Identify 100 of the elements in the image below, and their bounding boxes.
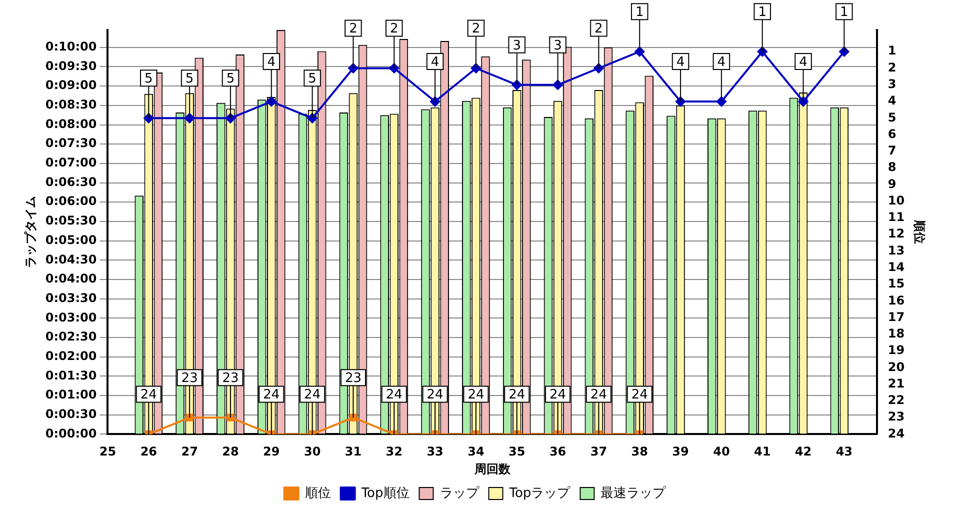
x-tick-label: 43 [836, 444, 853, 459]
y-tick-label: 0:05:00 [45, 232, 97, 247]
x-tick-label: 28 [222, 444, 239, 459]
y2-tick-label: 18 [888, 326, 905, 341]
x-tick-label: 27 [181, 444, 198, 459]
x-tick-label: 31 [344, 444, 362, 459]
data-label: 24 [304, 388, 321, 403]
data-label: 2 [349, 22, 358, 37]
y2-tick-label: 19 [888, 343, 905, 358]
y-tick-label: 0:04:30 [45, 252, 97, 266]
data-label: 4 [267, 54, 276, 70]
y-tick-label: 0:09:00 [45, 78, 97, 92]
y2-tick-label: 20 [888, 360, 905, 374]
y-tick-label: 0:10:00 [45, 40, 97, 54]
y2-axis-title: 順位 [912, 219, 927, 244]
data-label: 24 [263, 388, 280, 403]
x-tick-label: 37 [590, 444, 608, 459]
data-label: 23 [222, 370, 239, 386]
y2-tick-label: 1 [888, 44, 896, 58]
y2-tick-label: 24 [888, 426, 905, 440]
x-tick-label: 35 [508, 444, 526, 459]
y-tick-label: 0:05:30 [45, 214, 97, 228]
y-tick-label: 0:06:00 [45, 194, 97, 208]
y2-tick-label: 7 [888, 144, 896, 158]
data-label: 4 [676, 54, 685, 70]
y2-tick-label: 6 [888, 126, 896, 141]
y-tick-label: 0:07:30 [45, 136, 97, 150]
data-label: 23 [344, 370, 362, 386]
data-label: 5 [144, 72, 153, 87]
data-label: 1 [840, 5, 848, 20]
data-label: 5 [185, 72, 194, 87]
data-label: 23 [181, 370, 198, 386]
x-tick-label: 30 [304, 444, 321, 459]
x-tick-label: 40 [713, 444, 730, 459]
data-label: 1 [758, 5, 766, 20]
y2-tick-label: 16 [888, 293, 905, 308]
y-tick-label: 0:02:30 [45, 330, 97, 344]
legend-label: 順位 [304, 486, 331, 501]
data-label: 1 [635, 5, 644, 20]
x-axis-title: 周回数 [473, 462, 512, 476]
y2-tick-label: 13 [888, 243, 905, 258]
data-label: 3 [512, 38, 522, 54]
x-tick-label: 33 [426, 444, 444, 459]
data-label: 24 [631, 388, 648, 403]
y-tick-label: 0:01:30 [45, 368, 97, 382]
y-tick-label: 0:08:30 [45, 98, 97, 112]
legend-label: ラップ [440, 486, 480, 501]
data-label: 5 [308, 72, 316, 87]
y2-tick-label: 2 [888, 60, 896, 74]
y-tick-label: 0:02:00 [45, 348, 97, 363]
y2-tick-label: 5 [888, 110, 896, 124]
y2-tick-label: 8 [888, 160, 896, 174]
data-label: 24 [140, 388, 157, 403]
y2-tick-label: 22 [888, 393, 905, 408]
x-tick-label: 36 [549, 444, 566, 459]
y2-tick-label: 23 [888, 410, 905, 424]
y2-tick-label: 21 [888, 376, 905, 390]
x-tick-label: 41 [754, 444, 771, 459]
y2-tick-label: 4 [888, 94, 896, 108]
y-tick-label: 0:08:00 [45, 116, 97, 131]
x-tick-label: 32 [386, 444, 402, 459]
y2-tick-label: 11 [888, 210, 905, 224]
x-tick-label: 34 [468, 444, 484, 459]
y-tick-label: 0:09:30 [45, 58, 97, 73]
legend-label: 最速ラップ [600, 486, 667, 501]
data-label: 4 [430, 54, 440, 70]
data-label: 24 [426, 388, 444, 403]
x-tick-label: 42 [794, 444, 812, 459]
data-label: 24 [468, 388, 484, 403]
y2-tick-label: 17 [888, 310, 905, 324]
x-tick-label: 38 [631, 444, 648, 459]
y2-tick-label: 3 [888, 77, 896, 92]
y-tick-label: 0:03:00 [45, 310, 97, 324]
y-axis-title: ラップタイム [23, 196, 38, 268]
y2-tick-label: 15 [888, 276, 905, 291]
x-tick-label: 29 [263, 444, 280, 459]
y-tick-label: 0:04:00 [45, 272, 97, 286]
data-label: 4 [799, 54, 808, 70]
y2-tick-label: 10 [888, 193, 905, 208]
y2-tick-label: 12 [888, 226, 905, 241]
y-tick-label: 0:00:00 [45, 426, 97, 440]
y-tick-label: 0:07:00 [45, 156, 97, 170]
legend-label: Topラップ [508, 486, 572, 501]
legend-label: Top順位 [360, 486, 410, 501]
y2-tick-label: 9 [888, 176, 896, 191]
data-label: 5 [226, 72, 235, 87]
x-tick-label: 26 [140, 444, 158, 459]
y2-tick-label: 14 [888, 260, 905, 274]
data-label: 2 [594, 22, 603, 37]
y-tick-label: 0:06:30 [45, 174, 97, 189]
x-tick-label: 39 [672, 444, 689, 459]
data-label: 24 [508, 388, 526, 403]
data-label: 24 [590, 388, 607, 403]
data-label: 2 [390, 22, 398, 37]
y-tick-label: 0:01:00 [45, 388, 97, 402]
data-label: 3 [554, 38, 562, 54]
x-tick-label: 25 [99, 444, 116, 459]
data-label: 2 [472, 22, 480, 37]
y-tick-label: 0:00:30 [45, 406, 97, 421]
data-label: 4 [717, 54, 726, 70]
